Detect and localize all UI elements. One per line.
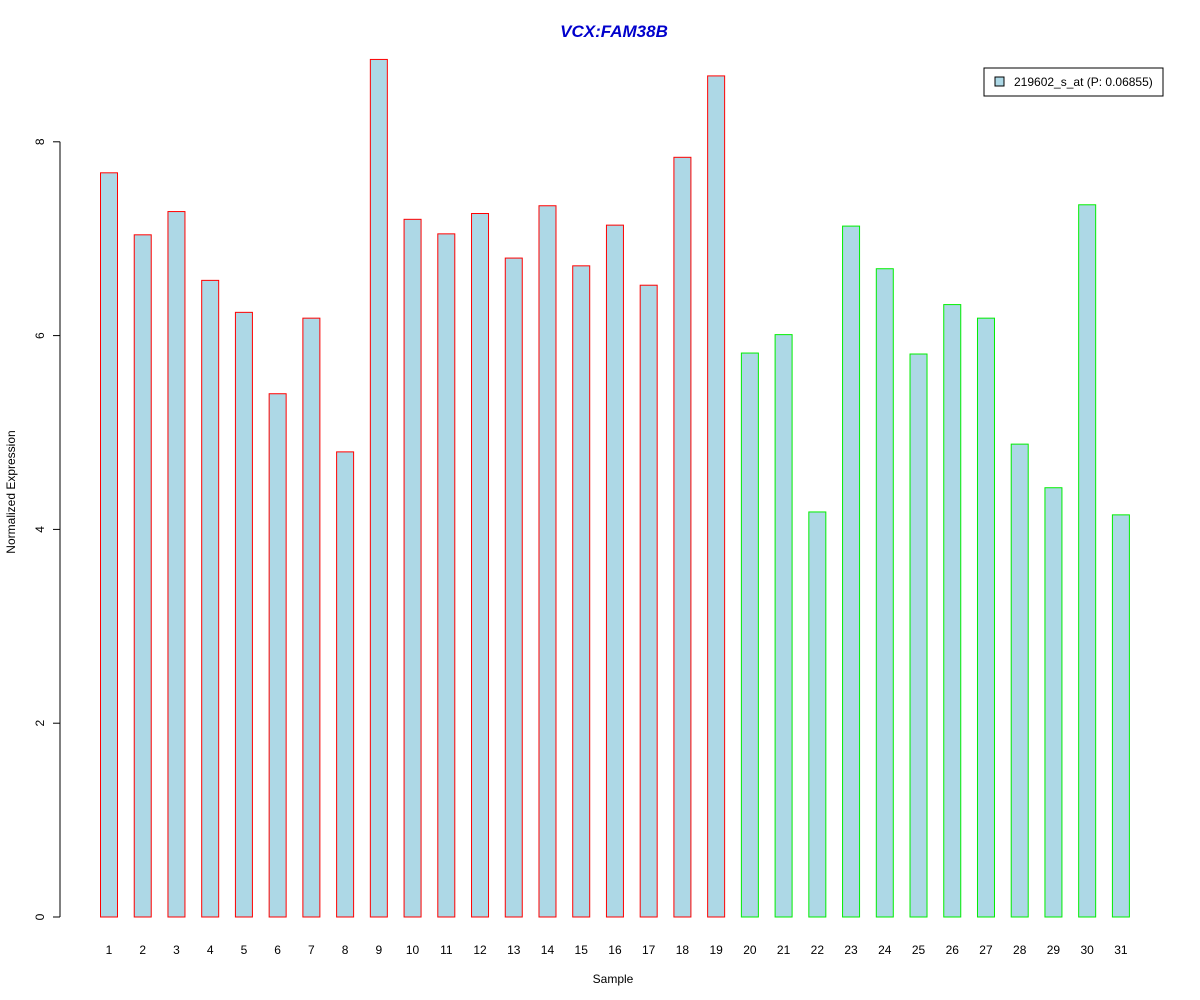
y-tick-label: 4 xyxy=(33,526,47,533)
x-tick-label: 21 xyxy=(777,943,791,957)
bar-sample-2 xyxy=(133,234,152,918)
y-tick-label: 6 xyxy=(33,332,47,339)
y-axis: 0 2 4 6 8 xyxy=(33,138,61,920)
x-tick-label: 1 xyxy=(106,943,113,957)
y-tick-label: 0 xyxy=(33,913,47,920)
x-tick-label: 23 xyxy=(844,943,858,957)
bar-sample-8 xyxy=(336,451,355,918)
legend-swatch xyxy=(994,76,1005,87)
x-tick-label: 16 xyxy=(608,943,622,957)
x-tick-label: 19 xyxy=(709,943,723,957)
bar-sample-20 xyxy=(740,352,759,918)
legend: 219602_s_at (P: 0.06855) xyxy=(983,67,1164,97)
bar-sample-28 xyxy=(1010,443,1029,918)
bar-sample-26 xyxy=(943,304,962,918)
bar-sample-24 xyxy=(875,268,894,918)
legend-label: 219602_s_at (P: 0.06855) xyxy=(1014,75,1153,89)
bar-sample-27 xyxy=(976,317,995,918)
x-tick-label: 22 xyxy=(811,943,825,957)
x-tick-label: 10 xyxy=(406,943,420,957)
bar-sample-18 xyxy=(673,156,692,918)
bar-sample-1 xyxy=(100,172,118,918)
x-tick-label: 13 xyxy=(507,943,521,957)
x-tick-label: 26 xyxy=(946,943,960,957)
x-tick-label: 31 xyxy=(1114,943,1128,957)
bar-sample-21 xyxy=(774,334,793,918)
y-tick-label: 8 xyxy=(33,138,47,145)
chart-title: VCX:FAM38B xyxy=(560,22,668,41)
x-tick-label: 11 xyxy=(440,943,453,957)
x-tick-label: 28 xyxy=(1013,943,1027,957)
x-tick-label: 29 xyxy=(1047,943,1061,957)
x-tick-label: 17 xyxy=(642,943,656,957)
x-tick-label: 12 xyxy=(473,943,487,957)
bar-sample-5 xyxy=(234,311,253,918)
x-tick-label: 6 xyxy=(274,943,281,957)
x-axis-title: Sample xyxy=(593,972,634,986)
bar-sample-13 xyxy=(504,257,523,918)
x-tick-label: 7 xyxy=(308,943,315,957)
x-tick-label: 8 xyxy=(342,943,349,957)
bar-sample-14 xyxy=(538,205,557,918)
bar-sample-29 xyxy=(1044,487,1063,918)
x-tick-label: 3 xyxy=(173,943,180,957)
bar-sample-4 xyxy=(201,279,220,918)
x-tick-label: 4 xyxy=(207,943,214,957)
bar-sample-16 xyxy=(605,224,624,918)
bar-sample-22 xyxy=(808,511,827,918)
bar-sample-12 xyxy=(471,213,490,918)
x-tick-label: 5 xyxy=(241,943,248,957)
y-tick-label: 2 xyxy=(33,720,47,727)
x-tick-label: 25 xyxy=(912,943,926,957)
x-tick-label: 20 xyxy=(743,943,757,957)
bar-sample-11 xyxy=(437,233,456,918)
x-tick-label: 15 xyxy=(575,943,589,957)
bar-sample-30 xyxy=(1078,204,1097,918)
legend-box xyxy=(983,67,1164,97)
bar-sample-23 xyxy=(842,225,861,918)
bar-sample-31 xyxy=(1111,514,1130,918)
x-axis-labels: 1 2 3 4 5 6 7 8 9 10 11 12 13 14 15 16 17 18 19 20 21 22 23 24 2… xyxy=(106,943,1128,957)
bar-sample-25 xyxy=(909,353,928,918)
bar-sample-19 xyxy=(707,75,726,918)
x-tick-label: 27 xyxy=(979,943,993,957)
x-tick-label: 14 xyxy=(541,943,555,957)
x-tick-label: 30 xyxy=(1080,943,1094,957)
bar-sample-7 xyxy=(302,317,321,918)
x-tick-label: 18 xyxy=(676,943,690,957)
bar-sample-9 xyxy=(369,58,388,918)
x-tick-label: 24 xyxy=(878,943,892,957)
bar-sample-17 xyxy=(639,284,658,918)
bar-sample-3 xyxy=(167,211,186,918)
bar-sample-6 xyxy=(268,393,287,918)
bars xyxy=(100,58,1130,918)
bar-sample-15 xyxy=(572,265,591,918)
y-axis-title: Normalized Expression xyxy=(4,430,18,553)
x-tick-label: 2 xyxy=(139,943,146,957)
bar-sample-10 xyxy=(403,218,422,918)
x-tick-label: 9 xyxy=(375,943,382,957)
